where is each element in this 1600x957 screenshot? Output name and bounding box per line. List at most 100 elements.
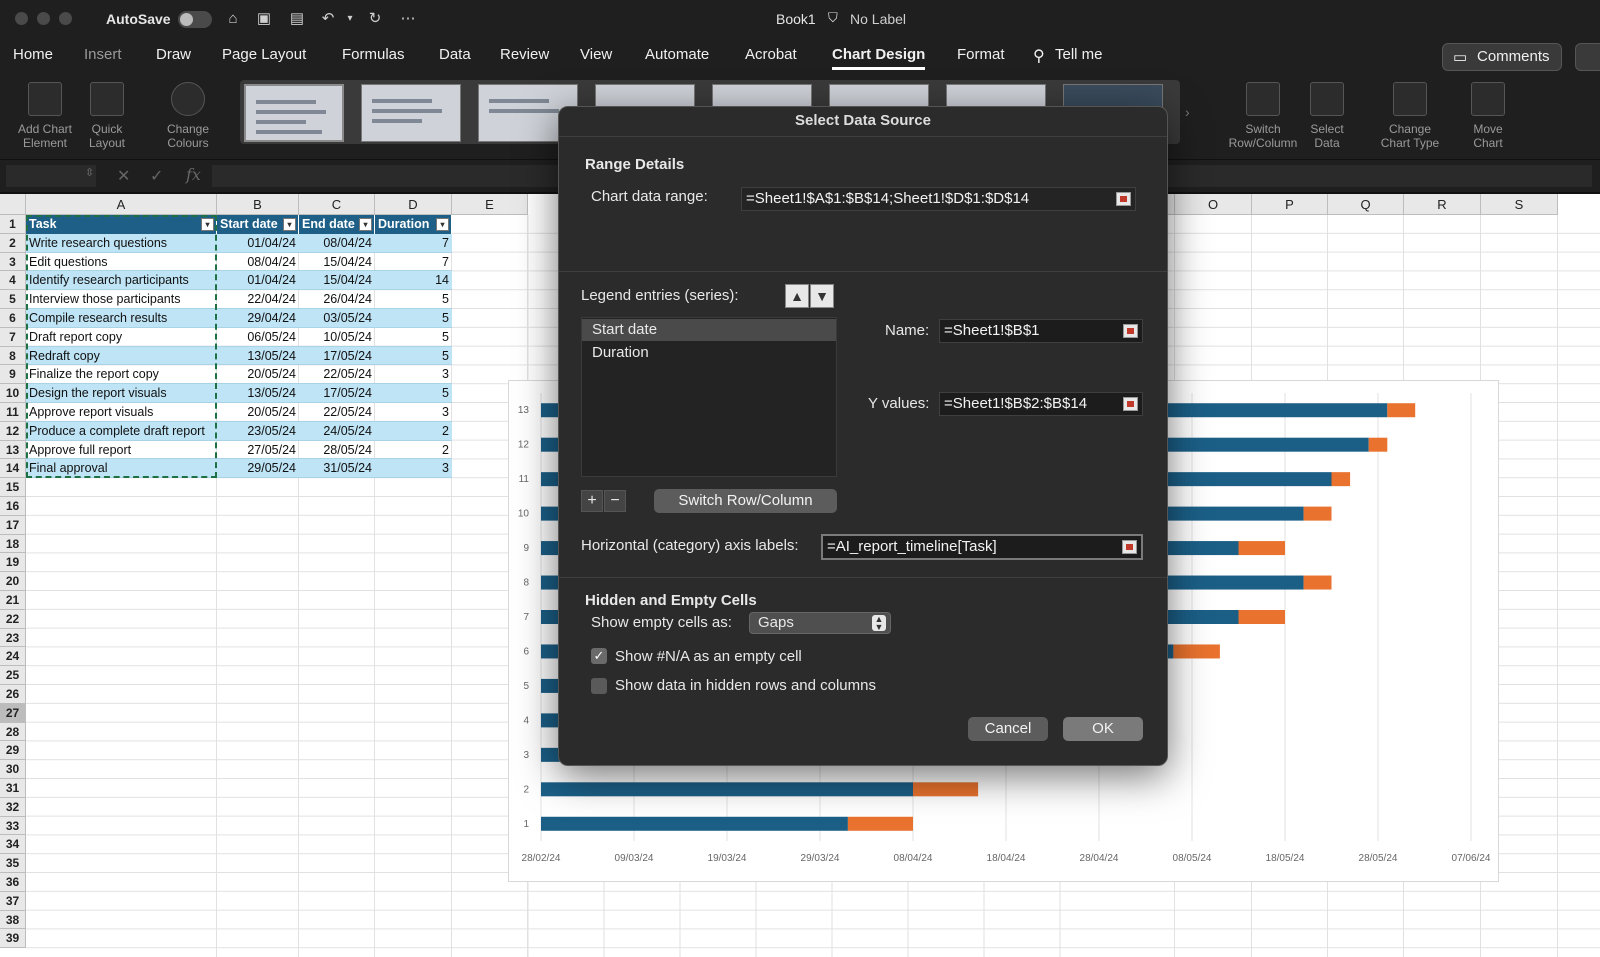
table-cell[interactable]: 5 xyxy=(375,384,452,403)
comments-button[interactable]: ▭ Comments xyxy=(1442,43,1562,71)
undo-dropdown-icon[interactable]: ▾ xyxy=(347,13,353,24)
row-header[interactable]: 34 xyxy=(0,835,26,855)
minimize-window-button[interactable] xyxy=(37,12,50,25)
row-header[interactable]: 37 xyxy=(0,891,26,911)
function-icon[interactable]: fx xyxy=(186,165,201,184)
row-header[interactable]: 5 xyxy=(0,290,26,309)
name-box-stepper-icon[interactable]: ⇳ xyxy=(85,167,95,179)
table-cell[interactable]: 5 xyxy=(375,290,452,309)
table-cell[interactable]: 20/05/24 xyxy=(217,365,299,385)
select-all-corner[interactable] xyxy=(0,194,26,215)
show-empty-select[interactable]: Gaps ▲ ▼ xyxy=(749,612,891,634)
tab-formulas[interactable]: Formulas xyxy=(342,46,405,63)
select-data-button[interactable]: Select Data xyxy=(1302,82,1352,150)
row-header[interactable]: 33 xyxy=(0,816,26,836)
more-icon[interactable]: ⋯ xyxy=(400,10,416,27)
close-window-button[interactable] xyxy=(15,12,28,25)
home-icon[interactable]: ⌂ xyxy=(228,10,238,27)
row-header[interactable]: 13 xyxy=(0,440,26,460)
row-header[interactable]: 8 xyxy=(0,346,26,366)
change-colours-button[interactable]: Change Colours xyxy=(158,82,218,150)
table-cell[interactable]: 01/04/24 xyxy=(217,233,299,253)
show-na-checkbox[interactable]: ✓ xyxy=(591,648,607,664)
table-cell[interactable]: Approve full report xyxy=(26,441,217,460)
save-icon[interactable]: ▣ xyxy=(256,10,272,27)
tab-review[interactable]: Review xyxy=(500,46,550,63)
row-header[interactable]: 21 xyxy=(0,591,26,610)
tab-acrobat[interactable]: Acrobat xyxy=(745,46,797,63)
filter-dropdown-icon[interactable]: ▾ xyxy=(359,218,372,231)
column-header[interactable]: O xyxy=(1175,194,1252,215)
add-chart-element-button[interactable]: Add Chart Element xyxy=(10,82,80,150)
row-header[interactable]: 31 xyxy=(0,779,26,798)
table-cell[interactable]: 10/05/24 xyxy=(299,328,375,347)
chart-style-2[interactable] xyxy=(361,84,461,142)
row-header[interactable]: 15 xyxy=(0,478,26,497)
row-header[interactable]: 7 xyxy=(0,327,26,347)
column-header[interactable]: E xyxy=(452,194,528,215)
filter-dropdown-icon[interactable]: ▾ xyxy=(436,218,449,231)
table-cell[interactable]: 2 xyxy=(375,441,452,460)
row-header[interactable]: 32 xyxy=(0,797,26,817)
table-cell[interactable]: Write research questions xyxy=(26,233,217,253)
row-header[interactable]: 12 xyxy=(0,421,26,441)
save-as-icon[interactable]: ▤ xyxy=(289,10,305,27)
tab-page-layout[interactable]: Page Layout xyxy=(222,46,307,63)
table-cell[interactable]: 23/05/24 xyxy=(217,421,299,441)
table-cell[interactable]: 7 xyxy=(375,253,452,272)
row-header[interactable]: 36 xyxy=(0,873,26,892)
row-header[interactable]: 27 xyxy=(0,703,26,723)
autosave-toggle[interactable] xyxy=(178,11,212,28)
column-header[interactable]: B xyxy=(217,194,299,215)
move-chart-button[interactable]: Move Chart xyxy=(1465,82,1511,150)
ok-button[interactable]: OK xyxy=(1063,717,1143,741)
add-series-icon[interactable]: + xyxy=(581,490,603,512)
table-cell[interactable]: 17/05/24 xyxy=(299,384,375,403)
tab-insert[interactable]: Insert xyxy=(84,46,122,63)
table-cell[interactable]: Design the report visuals xyxy=(26,384,217,403)
row-header[interactable]: 39 xyxy=(0,929,26,949)
table-cell[interactable]: 08/04/24 xyxy=(217,253,299,272)
column-header[interactable]: A xyxy=(26,194,217,215)
table-cell[interactable]: Finalize the report copy xyxy=(26,365,217,385)
move-series-down-icon[interactable]: ▼ xyxy=(810,284,834,308)
row-header[interactable]: 28 xyxy=(0,722,26,742)
table-cell[interactable]: 13/05/24 xyxy=(217,384,299,403)
table-cell[interactable]: Compile research results xyxy=(26,309,217,328)
tab-format[interactable]: Format xyxy=(957,46,1005,63)
table-cell[interactable]: 15/04/24 xyxy=(299,271,375,291)
quick-layout-button[interactable]: Quick Layout xyxy=(80,82,134,150)
table-cell[interactable]: Approve report visuals xyxy=(26,403,217,422)
range-select-icon[interactable] xyxy=(1116,192,1131,206)
table-header-cell[interactable]: End date ▾ xyxy=(299,215,375,234)
table-cell[interactable]: 22/05/24 xyxy=(299,403,375,422)
row-header[interactable]: 3 xyxy=(0,252,26,272)
row-header[interactable]: 14 xyxy=(0,459,26,479)
row-header[interactable]: 29 xyxy=(0,741,26,761)
y-values-field[interactable]: =Sheet1!$B$2:$B$14 xyxy=(939,392,1143,416)
tab-draw[interactable]: Draw xyxy=(156,46,192,63)
row-header[interactable]: 1 xyxy=(0,215,26,234)
table-cell[interactable]: 5 xyxy=(375,309,452,328)
row-header[interactable]: 10 xyxy=(0,384,26,403)
table-cell[interactable]: 7 xyxy=(375,233,452,253)
column-header[interactable]: C xyxy=(299,194,375,215)
row-header[interactable]: 26 xyxy=(0,685,26,704)
table-cell[interactable]: 15/04/24 xyxy=(299,253,375,272)
row-header[interactable]: 23 xyxy=(0,628,26,648)
row-header[interactable]: 25 xyxy=(0,666,26,685)
tab-tell-me[interactable]: Tell me xyxy=(1055,46,1103,63)
series-item-duration[interactable]: Duration xyxy=(592,344,649,361)
tab-automate[interactable]: Automate xyxy=(645,46,710,63)
row-header[interactable]: 4 xyxy=(0,271,26,291)
name-box[interactable] xyxy=(6,165,96,187)
table-cell[interactable]: 13/05/24 xyxy=(217,346,299,366)
switch-row-column-button[interactable]: Switch Row/Column xyxy=(1222,82,1304,150)
table-cell[interactable]: 22/04/24 xyxy=(217,290,299,309)
row-header[interactable]: 17 xyxy=(0,515,26,535)
table-header-cell[interactable]: Start date ▾ xyxy=(217,215,299,234)
filter-dropdown-icon[interactable]: ▾ xyxy=(201,218,214,231)
axis-select-icon[interactable] xyxy=(1122,540,1137,554)
series-item-start-date[interactable]: Start date xyxy=(582,319,836,341)
undo-icon[interactable]: ↶ xyxy=(321,10,335,27)
